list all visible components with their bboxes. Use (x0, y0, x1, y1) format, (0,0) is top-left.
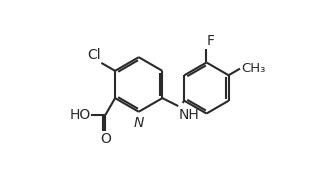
Text: NH: NH (179, 108, 200, 122)
Text: O: O (100, 133, 111, 146)
Text: Cl: Cl (87, 48, 101, 62)
Text: N: N (133, 116, 144, 130)
Text: CH₃: CH₃ (241, 62, 265, 75)
Text: HO: HO (69, 108, 90, 122)
Text: F: F (207, 34, 215, 48)
